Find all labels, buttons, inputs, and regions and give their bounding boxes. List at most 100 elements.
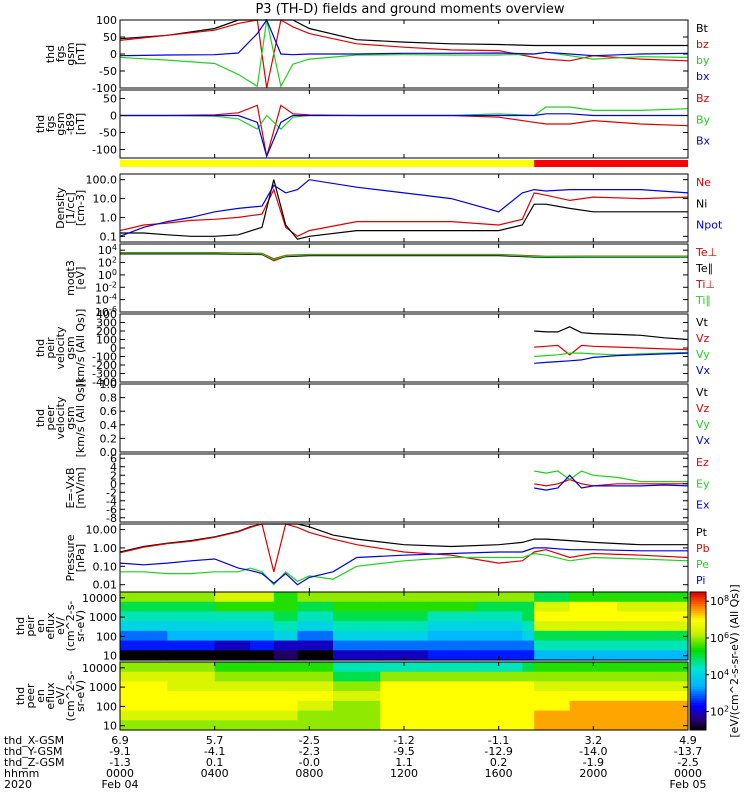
y-tick-label: 100.0 xyxy=(86,174,118,187)
y-axis-label-line: fgs xyxy=(54,45,67,62)
colorbar-tick-label: 108 xyxy=(710,594,729,608)
spectrogram-cell xyxy=(120,700,168,712)
y-tick-label: 0 xyxy=(110,478,117,491)
colorbar-cell xyxy=(690,702,706,706)
y-tick-label: 4 xyxy=(110,461,117,474)
spectrogram-cell xyxy=(475,601,523,613)
colorbar-cell xyxy=(690,621,706,625)
spectrogram-cell xyxy=(427,640,476,651)
ephemeris-value: -1.3 xyxy=(109,756,130,769)
spectrogram-cell xyxy=(522,681,535,692)
y-axis-label-line: thd xyxy=(14,687,27,705)
spectrogram-cell xyxy=(534,630,571,642)
spectrogram-cell xyxy=(427,662,476,673)
colorbar-cell xyxy=(690,695,706,699)
series-line-Ti∥ xyxy=(120,252,688,261)
y-axis-label-line: [km/s (All Qs)] xyxy=(74,309,87,388)
series-line-Pe xyxy=(120,552,689,586)
panel-peir-velocity xyxy=(119,313,689,383)
series-line-Te∥ xyxy=(120,253,688,261)
spectrogram-cell xyxy=(120,592,168,603)
colorbar-cell xyxy=(690,603,706,607)
y-tick-label: 0.0 xyxy=(100,446,118,459)
ephemeris-value: 0400 xyxy=(201,767,229,780)
panel-peer-eflux xyxy=(119,661,689,731)
y-axis-label: thdfgsgsm-t89[nT] xyxy=(34,112,87,135)
y-tick-label: 100 xyxy=(96,14,117,27)
spectrogram-cell xyxy=(297,691,334,702)
ephemeris-value: 6.9 xyxy=(111,734,129,747)
legend-entry: Vx xyxy=(696,434,711,447)
colorbar-cell xyxy=(690,697,706,701)
y-tick-label: -200 xyxy=(92,359,117,372)
legend-entry: Vz xyxy=(696,402,710,415)
spectrogram-cell xyxy=(250,611,275,622)
spectrogram-cell xyxy=(427,650,476,661)
y-axis-label-line: Density xyxy=(54,187,67,229)
spectrogram-cell xyxy=(522,700,535,712)
spectrogram-cell xyxy=(120,671,168,683)
legend-entry: Te⊥ xyxy=(695,246,717,259)
y-axis-label-line: [1/cc] xyxy=(64,192,77,223)
spectrogram-cell xyxy=(380,621,429,632)
spectrogram-cell xyxy=(522,630,535,642)
spectrogram-cell xyxy=(475,640,523,651)
spectrogram-cell xyxy=(333,700,381,712)
spectrogram-cell xyxy=(214,662,251,673)
spectrogram-cell xyxy=(333,671,381,683)
colorbar-cell xyxy=(690,617,706,621)
legend-entry: Vt xyxy=(696,316,709,329)
colorbar-label: [eV/(cm^2-s-sr-eV) (All Qs)] xyxy=(728,584,741,737)
spectrogram-cell xyxy=(569,691,618,702)
spectrogram-cell xyxy=(297,592,334,603)
y-tick-label: 10.0 xyxy=(93,193,118,206)
y-tick-label: 100 xyxy=(96,700,117,713)
legend-entry: Vy xyxy=(696,418,710,431)
spectrogram-cell xyxy=(297,662,334,673)
spectrogram-cell xyxy=(250,621,275,632)
spectrogram-cell xyxy=(333,592,381,603)
spectrogram-cell xyxy=(297,601,334,613)
colorbar-cell xyxy=(690,700,706,703)
spectrogram-cell xyxy=(120,621,168,632)
spectrogram-cell xyxy=(297,630,334,642)
series-line-Bx xyxy=(120,113,688,159)
spectrogram-cell xyxy=(273,710,299,721)
spectrogram-cell xyxy=(120,681,168,692)
series-line-Ey xyxy=(534,470,688,483)
spectrogram-cell xyxy=(214,640,251,651)
spectrogram-cell xyxy=(214,650,251,661)
spectrogram-cell xyxy=(273,650,299,661)
colorbar-cell xyxy=(690,633,706,637)
spectrogram-cell xyxy=(380,650,429,661)
colorbar-cell xyxy=(690,663,706,667)
spectrogram-cell xyxy=(333,662,381,673)
y-tick-label: 1000 xyxy=(89,681,117,694)
spectrogram-cell xyxy=(534,662,571,673)
spectrogram-cell xyxy=(297,640,334,651)
y-axis-label-line: Pressure xyxy=(64,534,77,581)
mode-bar-segment xyxy=(120,160,535,167)
spectrogram-cell xyxy=(664,630,689,642)
legend-entry: Te∥ xyxy=(695,262,713,275)
ephemeris-value: 3.2 xyxy=(585,734,603,747)
spectrogram-cell xyxy=(475,662,523,673)
ephemeris-row-label: thd_Y-GSM xyxy=(4,745,63,758)
spectrogram-cell xyxy=(250,681,275,692)
panel-frame xyxy=(119,173,689,243)
ephemeris-value: 2000 xyxy=(579,767,607,780)
legend-entry: by xyxy=(696,54,710,67)
y-axis-label-line: en xyxy=(34,689,47,703)
y-tick-label: 300 xyxy=(96,317,117,330)
legend-entry: Bx xyxy=(696,135,711,148)
spectrogram-cell xyxy=(534,601,571,613)
y-tick-label: 1.0 xyxy=(100,378,118,391)
y-axis-label-line: peer xyxy=(24,683,37,709)
ephemeris-row-label: thd_X-GSM xyxy=(4,734,64,747)
y-tick-label: 1.0 xyxy=(100,211,118,224)
spectrogram-cell xyxy=(475,650,523,661)
spectrogram-cell xyxy=(273,691,299,702)
spectrogram-cell xyxy=(427,621,476,632)
spectrogram-cell xyxy=(427,611,476,622)
legend-entry: Bt xyxy=(696,22,709,35)
